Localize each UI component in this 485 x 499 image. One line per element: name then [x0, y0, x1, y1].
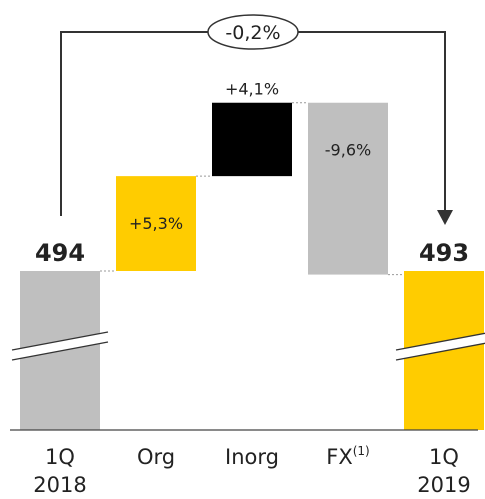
- category-label-line: 2019: [417, 473, 470, 497]
- change-label: -0,2%: [225, 22, 280, 44]
- category-label: FX(1): [326, 444, 369, 469]
- overall-change-annotation: -0,2%: [60, 14, 453, 225]
- bars: [20, 102, 484, 430]
- category-label-line: Org: [137, 445, 175, 469]
- bar-value-label: +4,1%: [225, 80, 279, 99]
- axis-breaks: [11, 331, 485, 361]
- axis-break-line: [395, 342, 485, 361]
- category-label-text: FX: [326, 445, 352, 469]
- change-badge: [207, 14, 299, 50]
- bar-value-label: 493: [419, 239, 469, 267]
- axis-break-band: [12, 332, 108, 360]
- bar-value-label: -9,6%: [325, 141, 371, 160]
- connector-lines: [100, 102, 404, 276]
- category-label-superscript: (1): [353, 444, 370, 458]
- category-label-line: Inorg: [225, 445, 279, 469]
- category-label-line: 1Q: [429, 445, 459, 469]
- category-label-line: 2018: [33, 473, 86, 497]
- category-label-line: 1Q: [45, 445, 75, 469]
- bar-labels: 494 +5,3% +4,1% -9,6% 493: [35, 80, 469, 267]
- bar-value-label: 494: [35, 239, 85, 267]
- axis-break-line: [11, 331, 109, 351]
- category-labels: 1Q 2018 Org Inorg FX(1) 1Q 2019: [33, 444, 470, 497]
- bar-3: [308, 102, 388, 275]
- bar-value-label: +5,3%: [129, 214, 183, 233]
- axis-break-band: [396, 333, 485, 360]
- change-arrowhead: [437, 210, 453, 225]
- bar-2: [212, 102, 292, 177]
- bar-1: [116, 176, 196, 271]
- axis-break-line: [395, 332, 485, 351]
- axis-break-line: [11, 341, 109, 361]
